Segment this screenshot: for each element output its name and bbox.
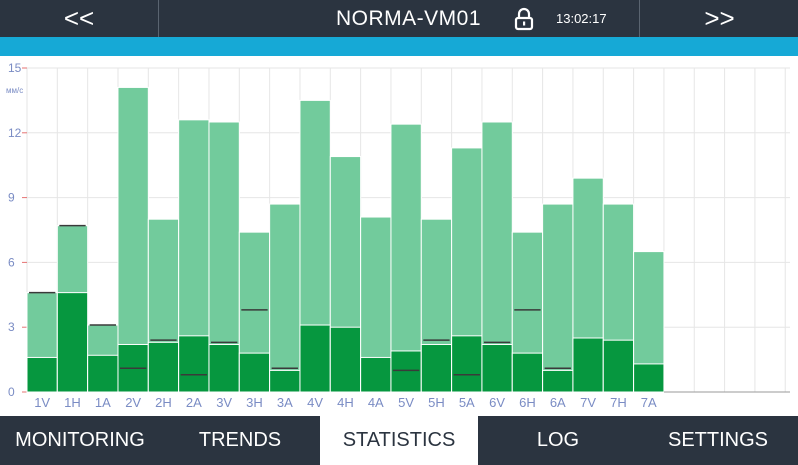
- bar-min-6H: [511, 352, 544, 393]
- bar-min-4A: [360, 356, 392, 393]
- x-tick-label-6A: 6A: [550, 395, 566, 410]
- y-tick-label: 6: [8, 255, 15, 269]
- x-tick-label-3V: 3V: [216, 395, 232, 410]
- x-tick-label-1A: 1A: [95, 395, 111, 410]
- previous-device-button[interactable]: <<: [0, 0, 159, 37]
- x-tick-label-5A: 5A: [459, 395, 475, 410]
- bar-min-5V: [390, 350, 422, 393]
- bar-min-4V: [299, 324, 331, 393]
- bar-max-3A: [269, 203, 301, 393]
- bar-min-6V: [481, 343, 513, 393]
- x-tick-label-5V: 5V: [398, 395, 414, 410]
- y-tick-label: 15: [8, 61, 22, 75]
- y-tick-label: 9: [8, 191, 15, 205]
- tab-statistics[interactable]: STATISTICS: [320, 416, 478, 465]
- x-tick-label-1V: 1V: [34, 395, 50, 410]
- bar-min-7A: [633, 363, 665, 393]
- x-tick-label-3H: 3H: [246, 395, 263, 410]
- next-device-button[interactable]: >>: [639, 0, 798, 37]
- x-tick-label-4A: 4A: [368, 395, 384, 410]
- x-tick-label-2V: 2V: [125, 395, 141, 410]
- bar-min-6A: [542, 369, 574, 393]
- bar-min-3V: [208, 343, 240, 393]
- x-tick-label-7H: 7H: [610, 395, 627, 410]
- bottom-tab-bar: MONITORING TRENDS STATISTICS LOG SETTING…: [0, 416, 798, 465]
- bar-min-5H: [420, 343, 453, 393]
- statistics-chart: 0 3 6 9 12 15 мм/с 1V 1H 1A 2V 2H 2A 3V 3H 3A 4V 4H 4A 5V 5H…: [0, 56, 798, 414]
- x-tick-label-6H: 6H: [519, 395, 536, 410]
- x-tick-label-4V: 4V: [307, 395, 323, 410]
- bar-min-1H: [56, 292, 89, 393]
- x-tick-label-3A: 3A: [277, 395, 293, 410]
- y-tick-label: 3: [8, 320, 15, 334]
- bar-max-6A: [542, 203, 574, 393]
- tab-log[interactable]: LOG: [536, 429, 580, 451]
- x-tick-label-4H: 4H: [337, 395, 354, 410]
- lock-icon[interactable]: [513, 7, 535, 31]
- x-tick-label-7V: 7V: [580, 395, 596, 410]
- accent-strip: [0, 37, 798, 56]
- bar-min-7V: [572, 337, 604, 393]
- bar-min-1V: [26, 356, 58, 393]
- x-tick-label-2A: 2A: [186, 395, 202, 410]
- bar-min-1A: [87, 354, 119, 393]
- x-tick-label-6V: 6V: [489, 395, 505, 410]
- bar-min-5A: [451, 335, 483, 393]
- x-tick-label-2H: 2H: [155, 395, 172, 410]
- bar-min-4H: [329, 326, 362, 393]
- device-name: NORMA-VM01: [336, 7, 482, 30]
- bar-chart: 0 3 6 9 12 15 мм/с 1V 1H 1A 2V 2H 2A 3V 3H 3A 4V 4H 4A 5V 5H…: [6, 61, 790, 410]
- bar-min-3H: [238, 352, 271, 393]
- bar-min-7H: [602, 339, 635, 393]
- bar-max-2V: [117, 86, 149, 393]
- clock: 13:02:17: [556, 11, 607, 26]
- tab-settings[interactable]: SETTINGS: [667, 429, 768, 451]
- tab-trends[interactable]: TRENDS: [198, 429, 282, 451]
- y-axis-label: мм/с: [6, 86, 23, 95]
- bar-min-2H: [147, 341, 180, 393]
- tab-monitoring[interactable]: MONITORING: [15, 429, 145, 451]
- x-tick-label-1H: 1H: [64, 395, 81, 410]
- y-tick-label: 12: [8, 126, 22, 140]
- bar-min-3A: [269, 369, 301, 393]
- bar-min-2A: [178, 335, 210, 393]
- x-tick-label-5H: 5H: [428, 395, 445, 410]
- x-tick-label-7A: 7A: [641, 395, 657, 410]
- y-tick-label: 0: [8, 385, 15, 399]
- header-bar: << NORMA-VM01 13:02:17 >>: [0, 0, 798, 37]
